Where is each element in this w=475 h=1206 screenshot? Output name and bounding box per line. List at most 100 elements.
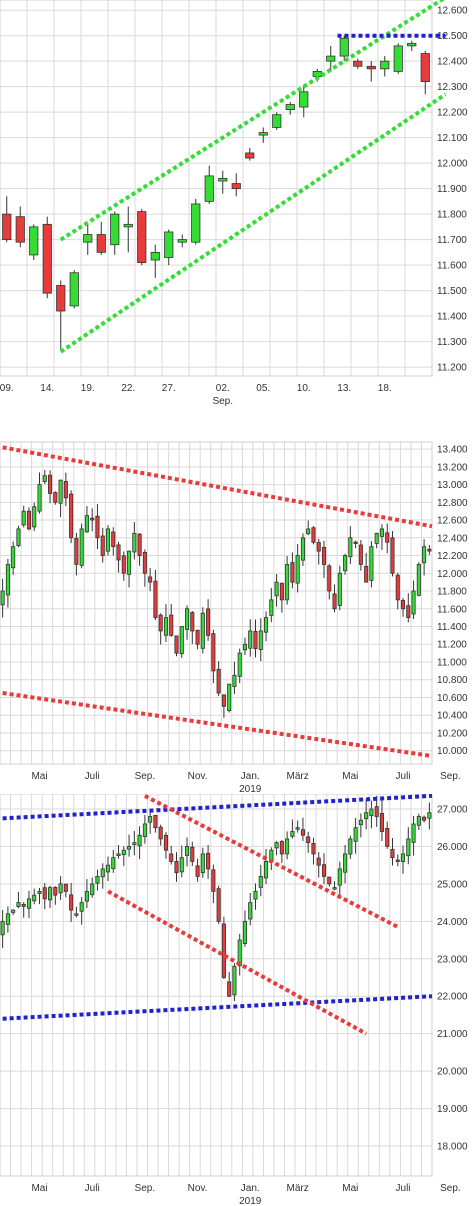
candle-body xyxy=(231,183,241,190)
y-tick-label: 10.600 xyxy=(437,693,468,704)
candle-body xyxy=(116,853,121,857)
candle-body xyxy=(2,213,12,241)
candle-body xyxy=(132,532,137,553)
candle-body xyxy=(11,909,16,913)
candle-body xyxy=(5,564,10,596)
candle-body xyxy=(195,629,200,645)
candle-body xyxy=(69,272,79,307)
candle-body xyxy=(258,875,263,888)
candle-body xyxy=(177,239,187,243)
candle-body xyxy=(411,823,416,843)
y-tick-label: 19.000 xyxy=(437,1104,468,1115)
y-tick-label: 26.000 xyxy=(437,842,468,853)
candle-body xyxy=(300,829,305,836)
candle-body xyxy=(137,211,147,263)
candle-body xyxy=(16,528,21,546)
candle-body xyxy=(90,883,95,896)
candle-body xyxy=(37,890,42,894)
candle-body xyxy=(248,902,253,920)
y-tick-label: 12.000 xyxy=(437,159,468,170)
y-tick-label: 13.200 xyxy=(437,462,468,473)
candle-body xyxy=(348,838,353,855)
candle-body xyxy=(406,605,411,619)
candle-body xyxy=(216,888,221,922)
x-tick-label: Jan. xyxy=(241,1183,260,1194)
candle-body xyxy=(343,555,348,572)
candle-body xyxy=(142,551,147,574)
candle-body xyxy=(21,903,26,907)
x-tick-label: Sep. xyxy=(135,1183,156,1194)
candle-body xyxy=(174,861,179,874)
candle-body xyxy=(393,45,403,72)
x-tick-sublabel: 2019 xyxy=(239,1196,262,1206)
trendline xyxy=(2,445,433,529)
x-tick-label: Juli xyxy=(85,1183,100,1194)
candle-body xyxy=(279,841,284,855)
candle-body xyxy=(295,827,300,830)
x-tick-label: Mai xyxy=(31,771,47,782)
x-tick-label: Sep. xyxy=(440,771,461,782)
candle-body xyxy=(184,846,190,856)
y-tick-label: 11.600 xyxy=(437,261,467,272)
candle-body xyxy=(169,853,174,862)
plot-frame xyxy=(0,441,433,765)
candle-body xyxy=(58,479,63,504)
candle-body xyxy=(63,883,68,892)
candle-body xyxy=(74,537,79,565)
candle-body xyxy=(316,542,321,552)
candle-body xyxy=(95,515,100,539)
candle-body xyxy=(300,537,305,561)
candle-body xyxy=(105,528,111,552)
y-tick-label: 11.200 xyxy=(437,363,467,374)
candle-body xyxy=(264,861,269,879)
y-tick-label: 11.400 xyxy=(437,312,467,323)
candle-body xyxy=(42,223,52,294)
x-tick-label: Juli xyxy=(396,771,411,782)
candle-body xyxy=(42,475,47,482)
candle-body xyxy=(400,600,406,610)
y-tick-label: 12.200 xyxy=(437,108,468,119)
candle-body xyxy=(395,859,400,862)
trendline xyxy=(2,994,433,1021)
candle-body xyxy=(390,537,395,574)
candle-body xyxy=(290,831,295,837)
candle-body xyxy=(211,869,216,892)
candle-body xyxy=(110,213,120,246)
candle-body xyxy=(400,853,406,862)
candle-body xyxy=(15,216,25,243)
candle-body xyxy=(272,114,282,128)
candle-body xyxy=(148,816,153,823)
trendline xyxy=(59,92,447,354)
y-tick-label: 12.300 xyxy=(437,82,468,93)
candle-body xyxy=(32,506,37,528)
y-tick-label: 11.300 xyxy=(437,337,467,348)
candle-body xyxy=(353,541,358,544)
y-tick-label: 12.400 xyxy=(437,57,468,68)
candle-body xyxy=(90,517,95,521)
x-tick-label: 09. xyxy=(0,383,14,394)
candle-body xyxy=(258,132,268,136)
candle-body xyxy=(358,819,363,826)
candle-body xyxy=(348,537,353,558)
candle-body xyxy=(56,285,66,312)
candle-body xyxy=(385,532,390,543)
candle-body xyxy=(29,226,39,256)
trendline xyxy=(143,794,399,929)
x-tick-label: 02. xyxy=(216,383,230,394)
candle-body xyxy=(137,834,142,847)
candle-body xyxy=(416,816,421,826)
candle-body xyxy=(164,231,174,258)
candle-body xyxy=(285,104,295,111)
candle-body xyxy=(221,923,226,978)
candle-body xyxy=(42,887,47,900)
candle-body xyxy=(237,939,242,967)
candle-body xyxy=(253,631,258,650)
x-tick-label: 18. xyxy=(378,383,392,394)
y-tick-label: 12.200 xyxy=(437,551,468,562)
candle-body xyxy=(299,91,309,108)
candle-body xyxy=(358,544,363,565)
candle-body xyxy=(153,580,158,619)
candle-body xyxy=(116,544,121,561)
candle-body xyxy=(100,535,105,556)
candle-body xyxy=(105,864,111,873)
